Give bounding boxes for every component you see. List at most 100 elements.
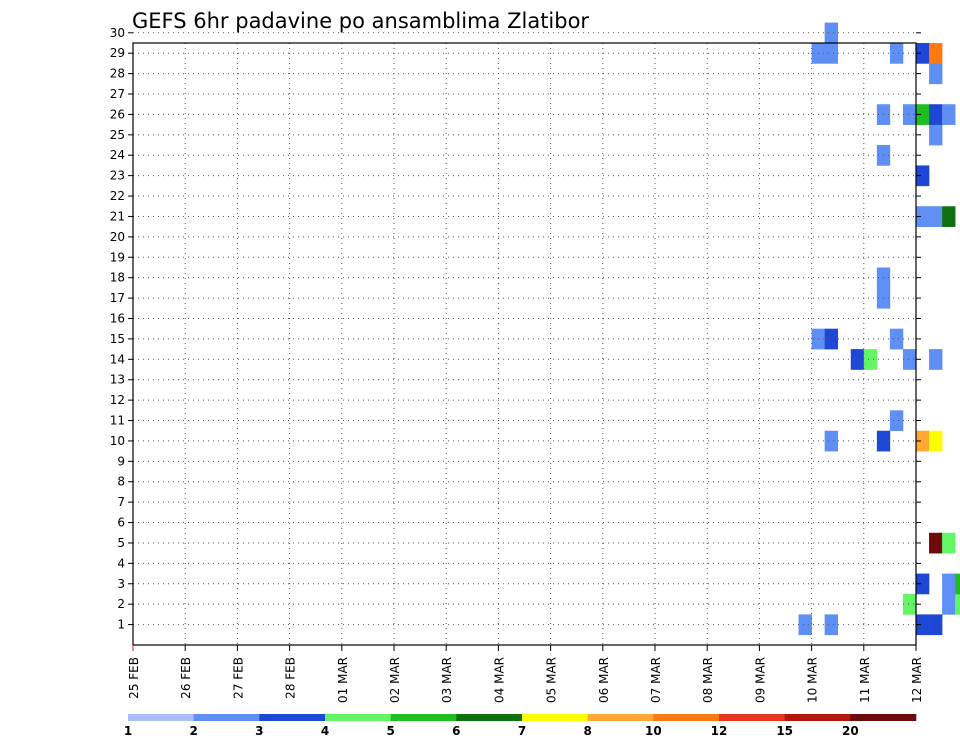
legend-swatch (128, 714, 194, 721)
precip-cell (929, 63, 943, 85)
y-tick-label: 18 (110, 271, 125, 285)
precip-cell (929, 532, 943, 554)
y-tick-label: 15 (110, 332, 125, 346)
y-tick-label: 27 (110, 87, 125, 101)
y-tick-label: 17 (110, 291, 125, 305)
legend-label: 1 (124, 724, 132, 738)
precip-cell (902, 104, 917, 125)
precip-cell (824, 43, 838, 64)
precip-cell (929, 349, 943, 370)
y-tick-label: 13 (110, 373, 125, 387)
y-tick-label: 10 (110, 434, 125, 448)
precip-cell (929, 104, 943, 125)
y-tick-label: 24 (110, 148, 125, 162)
x-tick-label: 28 FEB (284, 657, 298, 699)
heatmap-cells (798, 22, 960, 636)
legend-swatch (522, 714, 588, 721)
legend-label: 20 (842, 724, 859, 738)
y-tick-label: 5 (117, 536, 125, 550)
y-tick-label: 11 (110, 414, 125, 428)
y-tick-label: 2 (117, 597, 125, 611)
y-tick-label: 14 (110, 352, 125, 366)
y-tick-label: 8 (117, 475, 125, 489)
precip-cell (824, 328, 838, 350)
precip-cell (929, 206, 943, 227)
legend-label: 6 (452, 724, 460, 738)
precip-cell (916, 614, 930, 636)
legend-swatch (587, 714, 654, 721)
precip-cell (798, 614, 812, 636)
precip-cell (889, 328, 904, 350)
precip-cell (929, 430, 943, 452)
color-legend: 1 2 3 4 5 6 7 8 10 12 15 20 (124, 714, 917, 738)
y-tick-label: 19 (110, 250, 125, 264)
y-tick-label: 7 (117, 495, 125, 509)
y-tick-label: 20 (110, 230, 125, 244)
x-tick-label: 26 FEB (179, 657, 193, 699)
y-tick-label: 9 (117, 454, 125, 468)
legend-swatch (653, 714, 720, 721)
x-tick-label: 03 MAR (440, 657, 454, 703)
precip-cell (942, 573, 956, 595)
y-tick-label: 29 (110, 46, 125, 60)
y-tick-label: 3 (117, 577, 125, 591)
y-tick-label: 28 (110, 67, 125, 81)
precip-cell (916, 43, 930, 64)
x-tick-label: 02 MAR (388, 657, 402, 703)
x-tick-label: 27 FEB (231, 657, 245, 699)
x-tick-label: 06 MAR (597, 657, 611, 703)
precip-cell (889, 43, 904, 64)
legend-swatch (390, 714, 457, 721)
x-tick-label: 04 MAR (492, 657, 506, 703)
legend-label: 3 (255, 724, 263, 738)
x-tick-label: 11 MAR (858, 657, 872, 703)
plot-border (132, 42, 917, 646)
y-tick-label: 4 (117, 556, 125, 570)
precip-cell (902, 593, 917, 615)
x-axis: 25 FEB 26 FEB 27 FEB 28 FEB 01 MAR 02 MAR 03 M… (127, 645, 924, 703)
precip-cell (916, 104, 930, 125)
legend-label: 7 (518, 724, 526, 738)
x-tick-label: 01 MAR (336, 657, 350, 703)
legend-label: 8 (583, 724, 591, 738)
legend-swatch (719, 714, 785, 721)
legend-swatch (259, 714, 326, 721)
y-tick-label: 16 (110, 311, 125, 325)
legend-swatch (456, 714, 523, 721)
precip-cell (916, 206, 930, 227)
y-tick-label: 26 (110, 107, 125, 121)
y-tick-label: 12 (110, 393, 125, 407)
y-tick-label: 30 (110, 26, 125, 40)
precip-cell (916, 573, 930, 595)
precip-cell (942, 206, 956, 227)
plot-frame (132, 42, 917, 646)
x-tick-label: 05 MAR (545, 657, 559, 703)
precip-cell (929, 614, 943, 636)
precip-cell (916, 430, 930, 452)
precip-cell (889, 410, 904, 432)
legend-label: 10 (645, 724, 662, 738)
y-tick-label: 22 (110, 189, 125, 203)
x-tick-label: 25 FEB (127, 657, 141, 699)
precip-cell (902, 349, 917, 370)
legend-label: 12 (711, 724, 728, 738)
x-tick-label: 12 MAR (910, 657, 924, 703)
x-tick-label: 10 MAR (806, 657, 820, 703)
precip-cell (916, 165, 930, 187)
precip-cell (942, 104, 956, 125)
precip-cell (824, 614, 838, 636)
legend-swatch (850, 714, 917, 721)
precip-cell (824, 430, 838, 452)
legend-swatch (325, 714, 391, 721)
precip-cell (955, 593, 960, 615)
precip-cell (824, 22, 838, 44)
precip-cell (929, 124, 943, 146)
legend-label: 15 (776, 724, 793, 738)
gridlines (133, 32, 916, 645)
x-tick-label: 08 MAR (701, 657, 715, 703)
precip-cell (955, 573, 960, 595)
precip-cell (850, 349, 865, 370)
y-tick-label: 25 (110, 128, 125, 142)
legend-label: 4 (321, 724, 329, 738)
